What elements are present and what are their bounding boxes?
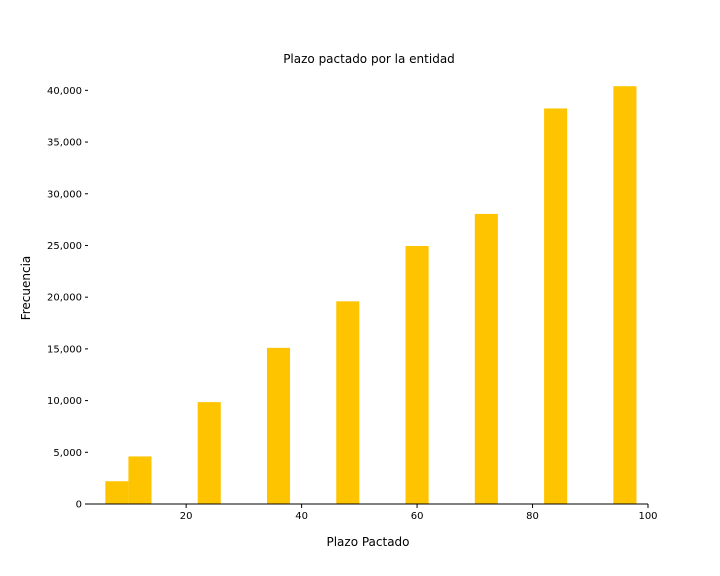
- bar-96: [613, 86, 637, 504]
- y-axis-label: Frecuencia: [19, 256, 33, 321]
- y-tick-label: 40,000: [47, 86, 82, 97]
- bar-8: [105, 481, 129, 504]
- bar-36: [266, 347, 291, 504]
- bars-group: [105, 86, 637, 505]
- y-tick-label: 10,000: [47, 396, 82, 407]
- y-tick-label: 0: [76, 500, 82, 511]
- chart-title: Plazo pactado por la entidad: [283, 52, 455, 66]
- x-ticks-group: 20 40 60 80 100: [180, 504, 658, 522]
- x-tick-label: 20: [180, 511, 193, 522]
- bar-72: [474, 213, 498, 505]
- y-tick-label: 30,000: [47, 189, 82, 200]
- y-tick-label: 25,000: [47, 241, 82, 252]
- x-tick-label: 80: [526, 511, 539, 522]
- x-tick-label: 100: [638, 511, 657, 522]
- y-tick-label: 35,000: [47, 138, 82, 149]
- x-axis-label: Plazo Pactado: [326, 535, 409, 549]
- y-ticks-group: 0 5,000 10,000 15,000 20,000 25,000 30,000 35,0…: [47, 86, 88, 511]
- x-tick-label: 60: [411, 511, 424, 522]
- y-tick-label: 15,000: [47, 344, 82, 355]
- y-tick-label: 20,000: [47, 293, 82, 304]
- bar-84: [544, 108, 568, 504]
- bar-48: [336, 301, 360, 504]
- bar-12: [128, 456, 152, 504]
- x-tick-label: 40: [295, 511, 308, 522]
- bar-24: [197, 402, 221, 504]
- y-tick-label: 5,000: [53, 448, 82, 459]
- bar-60: [405, 245, 429, 505]
